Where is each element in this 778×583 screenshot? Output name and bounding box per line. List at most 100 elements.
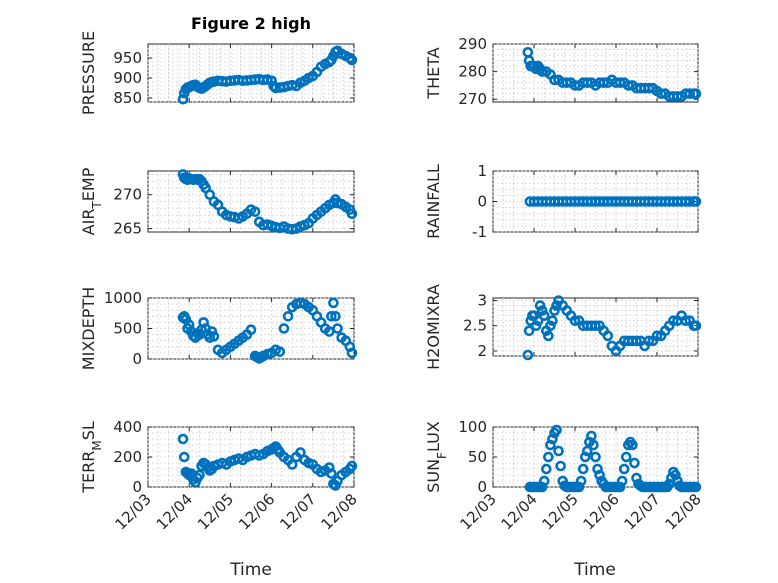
data-point	[346, 54, 358, 66]
data-point	[332, 323, 343, 334]
data-point	[577, 463, 589, 475]
y-tick-label: 400	[113, 418, 142, 436]
data-point	[330, 310, 341, 322]
y-tick-label: 50	[468, 448, 487, 466]
y-axis-label-main: THETA	[424, 47, 443, 99]
y-tick-label: 200	[113, 448, 142, 466]
data-point	[618, 463, 630, 475]
y-tick-label: 950	[113, 49, 142, 67]
y-axis-label: AIRTEMP	[79, 167, 104, 235]
x-tick-label: 12/04	[498, 490, 541, 533]
data-point	[208, 331, 220, 342]
data-point	[684, 88, 696, 100]
x-tick-label: 12/07	[621, 490, 664, 533]
y-tick-label: 270	[458, 90, 487, 108]
data-point	[553, 445, 564, 457]
x-tick-label: 12/06	[580, 490, 623, 533]
data-point	[295, 447, 306, 458]
data-point	[551, 424, 562, 436]
figure-title: Figure 2 high	[191, 14, 311, 33]
data-point	[543, 330, 554, 342]
x-tick-label: 12/03	[112, 490, 155, 533]
x-tick-label: 12/05	[539, 490, 582, 533]
x-tick-label: 12/06	[235, 490, 278, 533]
subplot-grid: 850 900 950 PRESSURE 270 280 290 THETA 265 270 AIR…	[79, 31, 705, 533]
data-point	[326, 310, 337, 322]
subplot-0: 850 900 950 PRESSURE	[79, 31, 358, 115]
y-tick-label: 1	[477, 162, 487, 180]
data-point	[274, 346, 286, 357]
data-point	[551, 300, 562, 311]
y-axis-label: MIXDEPTH	[79, 287, 98, 370]
y-tick-label: 280	[458, 63, 487, 81]
y-tick-label: 0	[477, 478, 487, 496]
y-tick-label: 270	[113, 186, 142, 204]
subplot-3: -1 0 1 RAINFALL	[424, 162, 702, 241]
y-tick-label: 2.5	[463, 317, 487, 335]
data-point	[690, 196, 702, 207]
data-point	[178, 451, 190, 463]
data-point	[194, 469, 205, 481]
data-point	[177, 93, 189, 105]
y-axis-label-tail: LUX	[424, 421, 443, 452]
y-axis-label-main: AIR	[79, 209, 98, 236]
data-point	[530, 320, 542, 332]
data-point	[522, 349, 534, 361]
data-point	[538, 475, 550, 487]
data-point	[543, 451, 554, 463]
y-tick-label: 2	[477, 342, 487, 360]
data-point	[590, 451, 601, 463]
data-point	[534, 300, 546, 311]
data-point	[631, 335, 642, 347]
y-tick-label: 900	[113, 69, 142, 87]
data-point	[177, 433, 189, 445]
x-tick-label: 12/05	[194, 490, 237, 533]
x-tick-label: 12/03	[457, 490, 500, 533]
data-point	[286, 459, 298, 470]
y-axis-label-main: TERR	[79, 451, 98, 494]
y-tick-label: 290	[458, 35, 487, 53]
data-point	[684, 196, 696, 207]
y-tick-label: 265	[113, 220, 142, 238]
y-axis-label-subscript: T	[90, 201, 104, 210]
y-tick-label: 0	[477, 193, 487, 211]
subplot-1: 270 280 290 THETA	[424, 35, 702, 108]
data-point	[629, 457, 640, 469]
y-tick-label: 850	[113, 89, 142, 107]
data-point	[690, 481, 702, 493]
x-axis-label-right: Time	[573, 560, 616, 580]
data-point	[690, 88, 702, 100]
y-tick-label: 0	[132, 350, 142, 368]
data-point	[536, 305, 548, 316]
data-point	[328, 297, 339, 309]
data-point	[590, 320, 601, 332]
data-point	[581, 445, 593, 457]
subplot-5: 2 2.5 3 H2OMIXRA	[424, 284, 702, 370]
y-tick-label: 3	[477, 292, 487, 310]
y-axis-label-main: PRESSURE	[79, 31, 98, 115]
y-axis-label-subscript: F	[435, 452, 449, 459]
y-tick-label: 0	[132, 478, 142, 496]
data-point	[532, 315, 544, 326]
data-point	[620, 451, 632, 463]
data-point	[523, 325, 535, 337]
y-tick-label: -1	[472, 223, 487, 241]
data-point	[278, 323, 290, 334]
x-tick-label: 12/08	[662, 490, 705, 533]
y-tick-label: 1000	[104, 289, 142, 307]
y-axis-label: H2OMIXRA	[424, 284, 443, 370]
data-point	[616, 475, 628, 487]
data-point	[643, 335, 655, 347]
y-tick-label: 100	[458, 418, 487, 436]
y-axis-label-tail: SL	[79, 421, 98, 440]
data-point	[245, 324, 257, 336]
data-point	[346, 347, 358, 359]
y-axis-label: PRESSURE	[79, 31, 98, 115]
y-axis-label: THETA	[424, 47, 443, 99]
y-axis-label-main: MIXDEPTH	[79, 287, 98, 370]
data-point	[588, 439, 599, 451]
data-point	[538, 310, 550, 321]
